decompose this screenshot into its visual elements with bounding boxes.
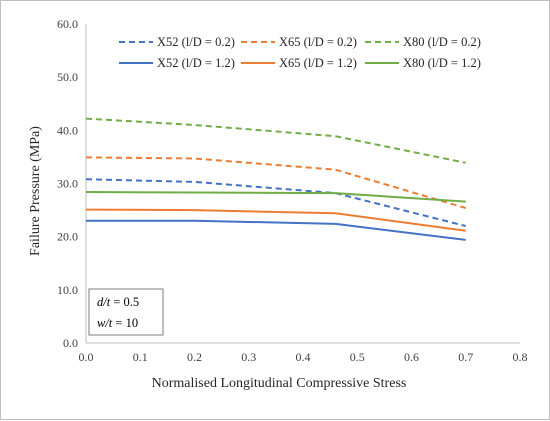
x-tick-label: 0.5 bbox=[350, 350, 365, 364]
legend: X52 (l/D = 0.2) X65 (l/D = 0.2) X80 (l/D =… bbox=[119, 35, 481, 70]
x-tick-label: 0.6 bbox=[404, 350, 419, 364]
annotation-var-2: w/t bbox=[97, 316, 113, 330]
annotation-value-2: = 10 bbox=[112, 316, 138, 330]
legend-label: X52 (l/D = 0.2) bbox=[157, 35, 235, 49]
y-tick-label: 50.0 bbox=[57, 70, 78, 84]
y-tick-labels: 0.0 10.0 20.0 30.0 40.0 50.0 60.0 bbox=[57, 17, 78, 350]
parameter-annotation: d/t = 0.5 w/t = 10 bbox=[88, 288, 164, 336]
x-tick-label: 0.1 bbox=[133, 350, 148, 364]
annotation-value-1: = 0.5 bbox=[110, 295, 139, 309]
annotation-line-1: d/t = 0.5 bbox=[97, 295, 139, 309]
legend-label: X80 (l/D = 0.2) bbox=[403, 35, 481, 49]
legend-label: X80 (l/D = 1.2) bbox=[403, 56, 481, 70]
annotation-line-2: w/t = 10 bbox=[97, 316, 138, 330]
y-tick-label: 0.0 bbox=[63, 336, 78, 350]
x-tick-label: 0.8 bbox=[513, 350, 528, 364]
legend-label: X65 (l/D = 0.2) bbox=[279, 35, 357, 49]
series-line-x65-l-d-0-2 bbox=[85, 156, 466, 209]
y-axis-title: Failure Pressure (MPa) bbox=[28, 126, 43, 256]
y-tick-label: 30.0 bbox=[57, 177, 78, 191]
series-line-x52-l-d-0-2 bbox=[85, 178, 466, 227]
x-axis-title: Normalised Longitudinal Compressive Stre… bbox=[152, 376, 407, 391]
x-tick-label: 0.4 bbox=[296, 350, 311, 364]
annotation-box bbox=[88, 288, 164, 336]
x-tick-label: 0.0 bbox=[79, 350, 94, 364]
y-tick-label: 20.0 bbox=[57, 230, 78, 244]
series-line-x65-l-d-1-2 bbox=[85, 208, 466, 232]
y-tick-label: 10.0 bbox=[57, 283, 78, 297]
series-line-x80-l-d-0-2 bbox=[85, 117, 466, 164]
annotation-var-1: d/t bbox=[97, 295, 111, 309]
x-tick-label: 0.2 bbox=[187, 350, 202, 364]
series-line-x52-l-d-1-2 bbox=[86, 219, 466, 241]
axes bbox=[85, 24, 520, 344]
series-lines bbox=[85, 117, 466, 241]
y-tick-label: 40.0 bbox=[57, 123, 78, 137]
x-tick-labels: 0.0 0.1 0.2 0.3 0.4 0.5 0.6 0.7 0.8 bbox=[79, 350, 528, 364]
x-tick-label: 0.7 bbox=[458, 350, 473, 364]
series-line-x80-l-d-1-2 bbox=[85, 191, 466, 203]
y-tick-label: 60.0 bbox=[57, 17, 78, 31]
legend-label: X65 (l/D = 1.2) bbox=[279, 56, 357, 70]
legend-label: X52 (l/D = 1.2) bbox=[157, 56, 235, 70]
x-tick-label: 0.3 bbox=[241, 350, 256, 364]
